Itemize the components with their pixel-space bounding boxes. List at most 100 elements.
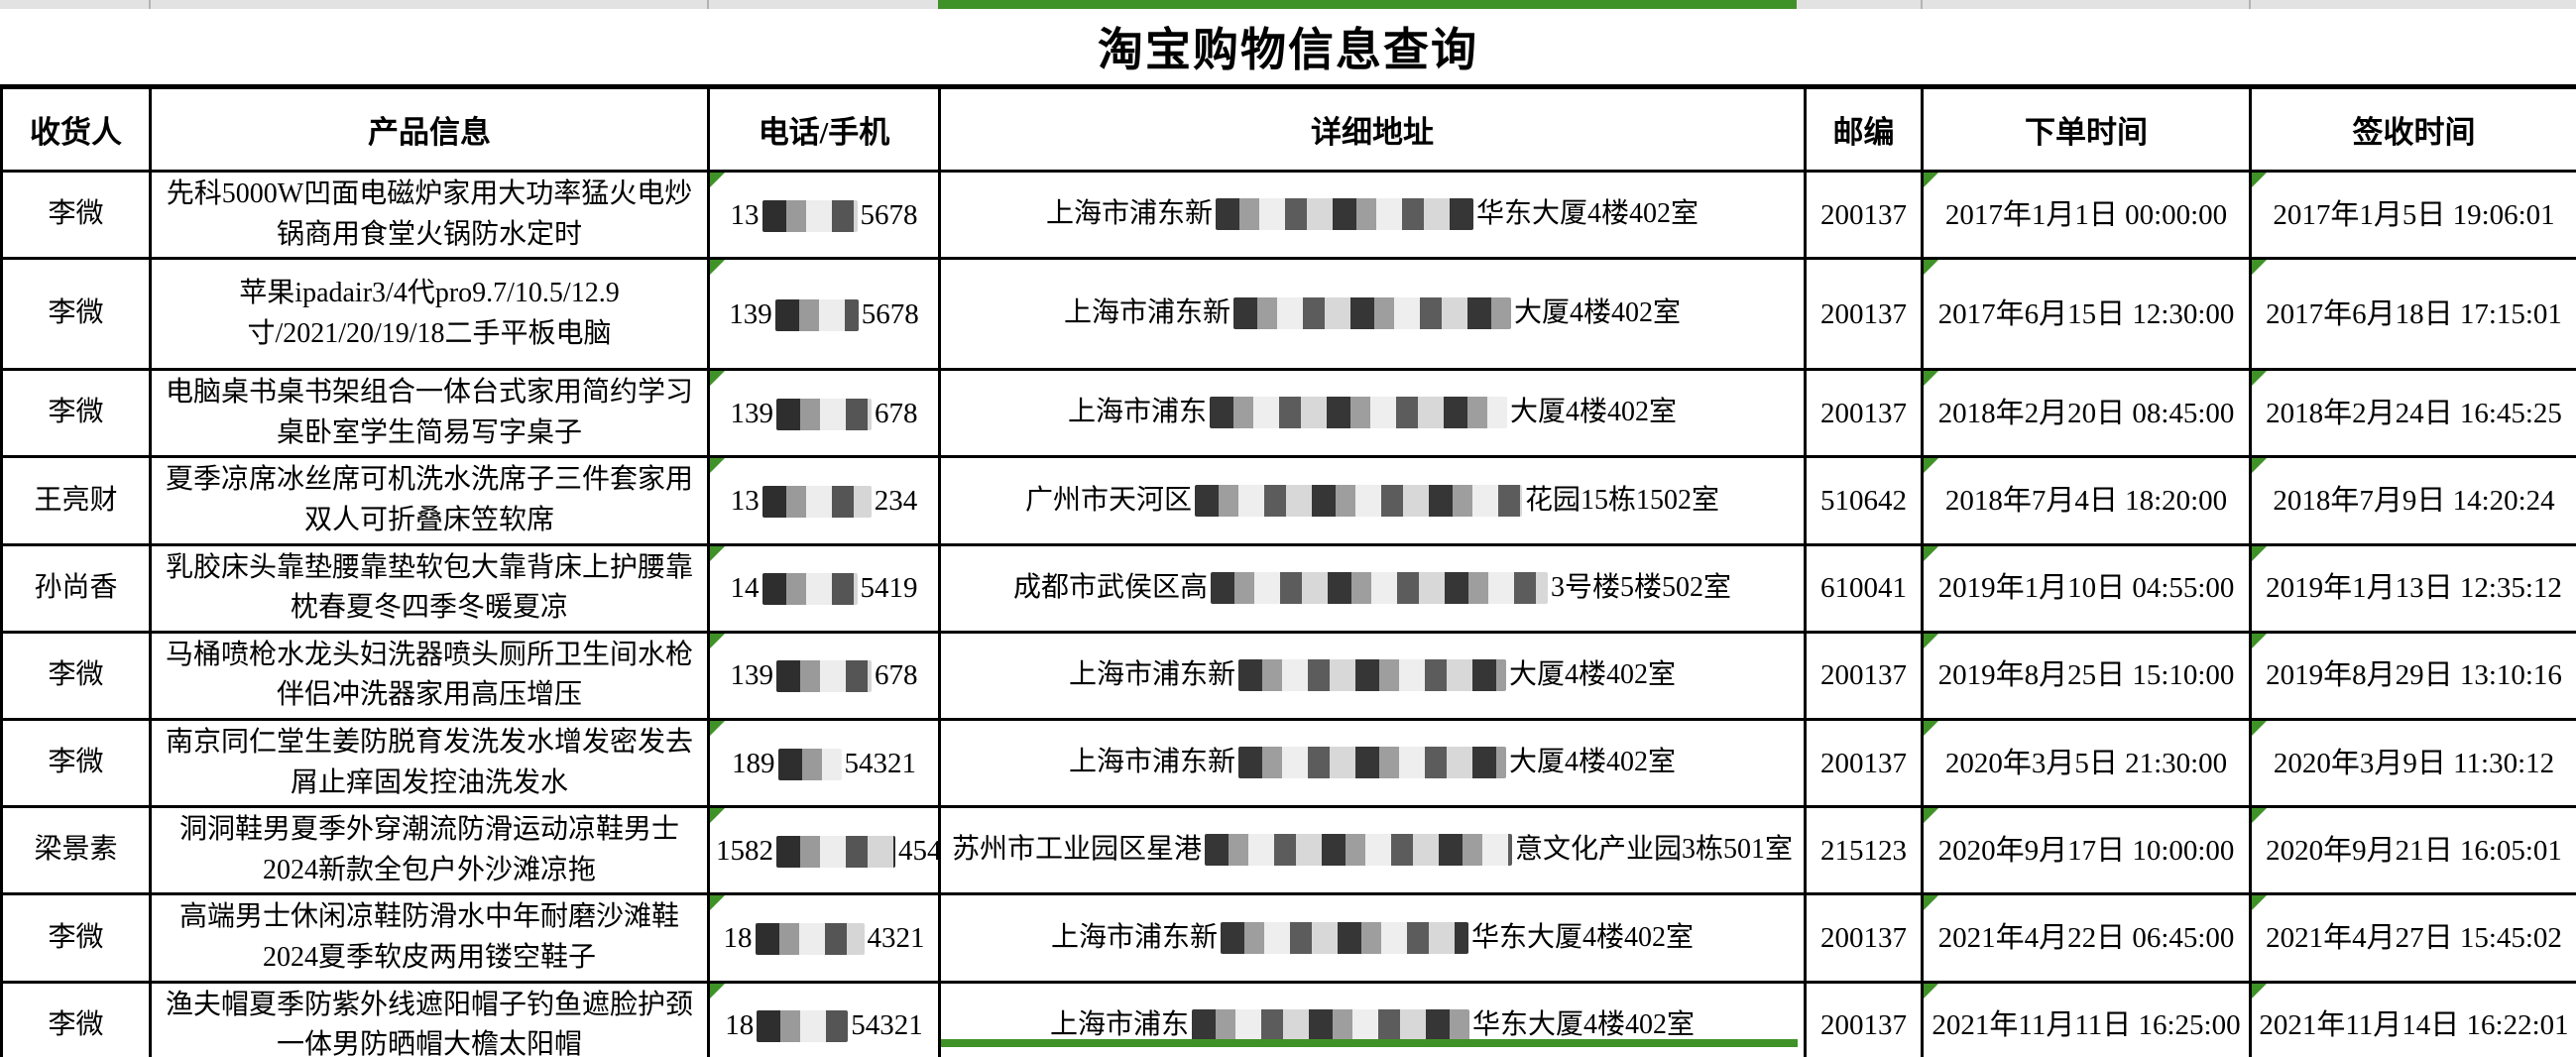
cell-phone[interactable]: 18 4321: [707, 892, 941, 984]
cell-sign-time[interactable]: 2020年3月9日 11:30:12: [2249, 717, 2576, 809]
cell-order-time[interactable]: 2020年3月5日 21:30:00: [1921, 717, 2252, 809]
address-visible-suffix: 大厦4楼402室: [1514, 297, 1682, 329]
cell-order-time[interactable]: 2017年6月15日 12:30:00: [1921, 257, 2252, 372]
cell-order-time[interactable]: 2020年9月17日 10:00:00: [1921, 805, 2252, 896]
cell-recipient[interactable]: 李微: [0, 257, 152, 372]
cell-recipient[interactable]: 王亮财: [0, 455, 152, 546]
cell-address[interactable]: 上海市浦东新 大厦4楼402室: [938, 630, 1807, 721]
product-text: 苹果ipadair3/4代pro9.7/10.5/12.9寸/2021/20/1…: [239, 278, 620, 349]
header-product[interactable]: 产品信息: [149, 84, 710, 173]
cell-order-time[interactable]: 2017年1月1日 00:00:00: [1921, 169, 2252, 261]
cell-recipient[interactable]: 李微: [0, 980, 152, 1057]
cell-product[interactable]: 渔夫帽夏季防紫外线遮阳帽子钓鱼遮脸护颈一体男防晒帽大檐太阳帽: [149, 980, 710, 1057]
cell-phone[interactable]: 13 5678: [707, 169, 941, 261]
phone-redaction-mask: [776, 660, 872, 693]
text-number-indicator-icon: [1925, 896, 1938, 911]
address-redaction-mask: [1233, 297, 1511, 330]
cell-phone[interactable]: 1582 4543: [707, 805, 941, 896]
sign-time-text: 2019年1月13日 12:35:12: [2266, 572, 2562, 605]
cell-address[interactable]: 上海市浦东新 华东大厦4楼402室: [938, 892, 1807, 984]
cell-product[interactable]: 高端男士休闲凉鞋防滑水中年耐磨沙滩鞋2024夏季软皮两用镂空鞋子: [149, 892, 710, 984]
cell-postcode[interactable]: 200137: [1804, 892, 1924, 984]
cell-recipient[interactable]: 李微: [0, 892, 152, 984]
cell-address[interactable]: 上海市浦东新 华东大厦4楼402室: [938, 169, 1807, 261]
cell-recipient[interactable]: 李微: [0, 169, 152, 261]
table-row: 李微 苹果ipadair3/4代pro9.7/10.5/12.9寸/2021/2…: [0, 257, 2576, 372]
address-redaction-mask: [1195, 484, 1522, 517]
cell-address[interactable]: 上海市浦东 大厦4楼402室: [938, 368, 1807, 459]
cell-order-time[interactable]: 2021年4月22日 06:45:00: [1921, 892, 2252, 984]
cell-postcode[interactable]: 200137: [1804, 257, 1924, 372]
cell-sign-time[interactable]: 2018年7月9日 14:20:24: [2249, 455, 2576, 546]
cell-product[interactable]: 夏季凉席冰丝席可机洗水洗席子三件套家用双人可折叠床笠软席: [149, 455, 710, 546]
cell-product[interactable]: 洞洞鞋男夏季外穿潮流防滑运动凉鞋男士2024新款全包户外沙滩凉拖: [149, 805, 710, 896]
cell-phone[interactable]: 139 5678: [707, 257, 941, 372]
cell-address[interactable]: 广州市天河区 花园15栋1502室: [938, 455, 1807, 546]
header-postcode[interactable]: 邮编: [1804, 84, 1924, 173]
cell-product[interactable]: 先科5000W凹面电磁炉家用大功率猛火电炒锅商用食堂火锅防水定时: [149, 169, 710, 261]
cell-product[interactable]: 马桶喷枪水龙头妇洗器喷头厕所卫生间水枪伴侣冲洗器家用高压增压: [149, 630, 710, 721]
text-number-indicator-icon: [711, 174, 725, 187]
cell-sign-time[interactable]: 2017年6月18日 17:15:01: [2249, 257, 2576, 372]
cell-postcode[interactable]: 200137: [1804, 368, 1924, 459]
header-recipient[interactable]: 收货人: [0, 84, 152, 173]
cell-sign-time[interactable]: 2021年11月14日 16:22:01: [2249, 980, 2576, 1057]
cell-recipient[interactable]: 梁景素: [0, 805, 152, 896]
header-order-time[interactable]: 下单时间: [1921, 84, 2252, 173]
header-address[interactable]: 详细地址: [938, 84, 1807, 173]
recipient-text: 孙尚香: [34, 571, 118, 603]
cell-recipient[interactable]: 李微: [0, 368, 152, 459]
cell-order-time[interactable]: 2021年11月11日 16:25:00: [1921, 980, 2252, 1057]
column-separator: [149, 0, 151, 9]
cell-product[interactable]: 电脑桌书桌书架组合一体台式家用简约学习桌卧室学生简易写字桌子: [149, 368, 710, 459]
selection-bottom-border: [941, 1039, 1798, 1047]
postcode-text: 200137: [1820, 397, 1907, 429]
phone-visible-prefix: 13: [730, 198, 760, 231]
cell-postcode[interactable]: 200137: [1804, 630, 1924, 721]
cell-phone[interactable]: 13 234: [707, 455, 941, 546]
cell-recipient[interactable]: 孙尚香: [0, 542, 152, 634]
cell-product[interactable]: 乳胶床头靠垫腰靠垫软包大靠背床上护腰靠枕春夏冬四季冬暖夏凉: [149, 542, 710, 634]
cell-phone[interactable]: 14 5419: [707, 542, 941, 634]
header-phone[interactable]: 电话/手机: [707, 84, 941, 173]
cell-product[interactable]: 南京同仁堂生姜防脱育发洗发水增发密发去屑止痒固发控油洗发水: [149, 717, 710, 809]
title-row: 淘宝购物信息查询: [0, 9, 2576, 84]
address-visible-suffix: 大厦4楼402室: [1509, 659, 1677, 691]
recipient-text: 李微: [48, 297, 104, 329]
address-redaction-mask: [1238, 659, 1506, 692]
cell-order-time[interactable]: 2019年1月10日 04:55:00: [1921, 542, 2252, 634]
cell-address[interactable]: 苏州市工业园区星港 意文化产业园3栋501室: [938, 805, 1807, 896]
cell-phone[interactable]: 139 678: [707, 630, 941, 721]
cell-sign-time[interactable]: 2020年9月21日 16:05:01: [2249, 805, 2576, 896]
cell-sign-time[interactable]: 2019年8月29日 13:10:16: [2249, 630, 2576, 721]
cell-address[interactable]: 成都市武侯区高 3号楼5楼502室: [938, 542, 1807, 634]
cell-address[interactable]: 上海市浦东新 大厦4楼402室: [938, 717, 1807, 809]
cell-recipient[interactable]: 李微: [0, 630, 152, 721]
cell-order-time[interactable]: 2018年2月20日 08:45:00: [1921, 368, 2252, 459]
phone-redaction-mask: [761, 573, 858, 606]
cell-order-time[interactable]: 2019年8月25日 15:10:00: [1921, 630, 2252, 721]
order-time-text: 2021年11月11日 16:25:00: [1932, 1009, 2241, 1042]
header-sign-time[interactable]: 签收时间: [2249, 84, 2576, 173]
cell-sign-time[interactable]: 2018年2月24日 16:45:25: [2249, 368, 2576, 459]
cell-postcode[interactable]: 200137: [1804, 169, 1924, 261]
cell-address[interactable]: 上海市浦东新 大厦4楼402室: [938, 257, 1807, 372]
cell-postcode[interactable]: 200137: [1804, 717, 1924, 809]
cell-postcode[interactable]: 215123: [1804, 805, 1924, 896]
cell-order-time[interactable]: 2018年7月4日 18:20:00: [1921, 455, 2252, 546]
cell-postcode[interactable]: 610041: [1804, 542, 1924, 634]
address-visible-suffix: 大厦4楼402室: [1510, 397, 1678, 428]
text-number-indicator-icon: [2253, 372, 2267, 387]
page-title[interactable]: 淘宝购物信息查询: [1098, 25, 1478, 75]
text-number-indicator-icon: [711, 896, 725, 911]
cell-product[interactable]: 苹果ipadair3/4代pro9.7/10.5/12.9寸/2021/20/1…: [149, 257, 710, 372]
cell-sign-time[interactable]: 2019年1月13日 12:35:12: [2249, 542, 2576, 634]
cell-phone[interactable]: 139 678: [707, 368, 941, 459]
cell-phone[interactable]: 189 54321: [707, 717, 941, 809]
cell-recipient[interactable]: 李微: [0, 717, 152, 809]
cell-postcode[interactable]: 200137: [1804, 980, 1924, 1057]
cell-sign-time[interactable]: 2021年4月27日 15:45:02: [2249, 892, 2576, 984]
cell-postcode[interactable]: 510642: [1804, 455, 1924, 546]
cell-phone[interactable]: 18 54321: [707, 980, 941, 1057]
cell-sign-time[interactable]: 2017年1月5日 19:06:01: [2249, 169, 2576, 261]
